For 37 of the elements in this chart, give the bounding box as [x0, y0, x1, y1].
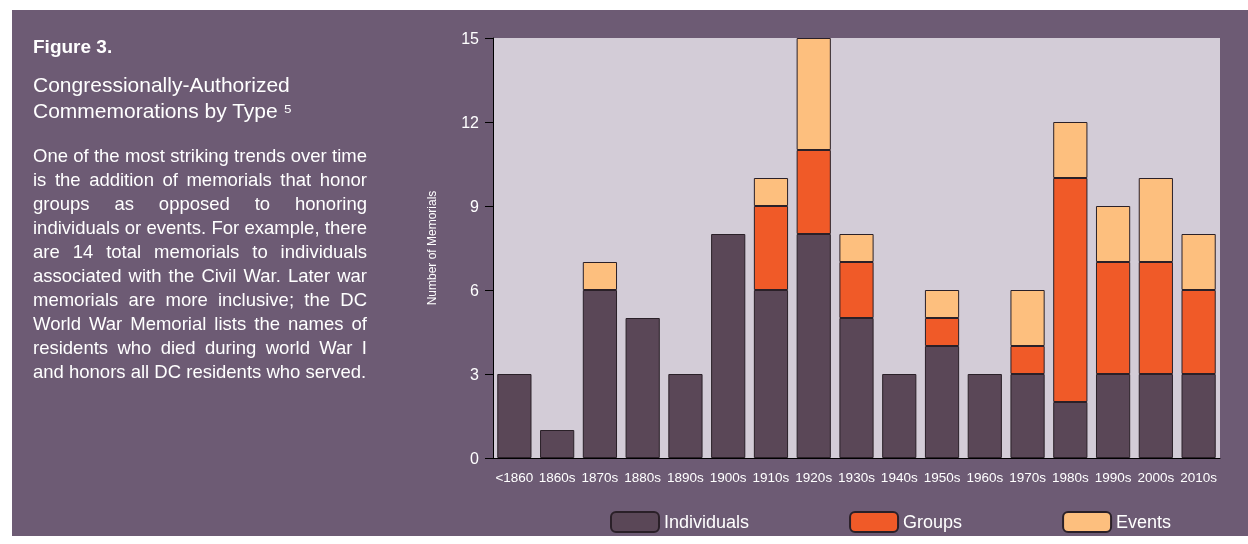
bar: [540, 430, 575, 458]
text: Congressionally-Authorized Commemorations by Type ⁵: [33, 72, 294, 124]
x-tick-label: 2000s: [1137, 469, 1175, 485]
bar: [711, 234, 746, 458]
x-tick-label: 1980s: [1051, 469, 1089, 485]
y-tick-label: 3: [470, 365, 480, 383]
x-tick-label: 1910s: [752, 469, 790, 485]
y-tick-label: 0: [470, 449, 480, 467]
text: Figure 3.: [33, 36, 114, 58]
x-tick-label: 1860s: [538, 469, 576, 485]
x-tick-label: 1950s: [923, 469, 961, 485]
x-tick-label: <1860: [495, 469, 534, 485]
y-tick-label: 15: [461, 29, 480, 47]
x-tick-label: 1990s: [1094, 469, 1132, 485]
bar: [882, 374, 917, 458]
bar: [497, 374, 532, 458]
x-tick-label: 1970s: [1009, 469, 1047, 485]
x-tick-label: 1930s: [838, 469, 876, 485]
x-tick-label: 1870s: [581, 469, 619, 485]
x-tick-label: 1960s: [966, 469, 1004, 485]
text: One of the most striking trends over time is the addition of memorials that honor groups as opposed to honoring individuals or events. For example, there are 14 total memorials to individuals associated with the Civil War. Later war memorials are more inclusive; the DC World War Memorial lists the names of residents who died during world War I and honors all DC residents who served.: [33, 145, 367, 382]
x-tick-label: 1880s: [624, 469, 662, 485]
bar: [668, 374, 703, 458]
legend-label: Groups: [903, 512, 963, 532]
y-axis-title: Number of Memorials: [425, 190, 439, 306]
legend-label: Events: [1116, 512, 1172, 532]
y-tick-label: 9: [470, 197, 480, 215]
y-tick-label: 12: [461, 113, 480, 131]
bar: [625, 318, 660, 458]
x-tick-label: 1890s: [667, 469, 705, 485]
x-tick-label: 1900s: [709, 469, 747, 485]
bar: [967, 374, 1002, 458]
y-tick-label: 6: [470, 281, 480, 299]
x-tick-label: 1920s: [795, 469, 833, 485]
legend-label: Individuals: [664, 512, 750, 532]
x-tick-label: 2010s: [1180, 469, 1218, 485]
x-tick-label: 1940s: [880, 469, 918, 485]
